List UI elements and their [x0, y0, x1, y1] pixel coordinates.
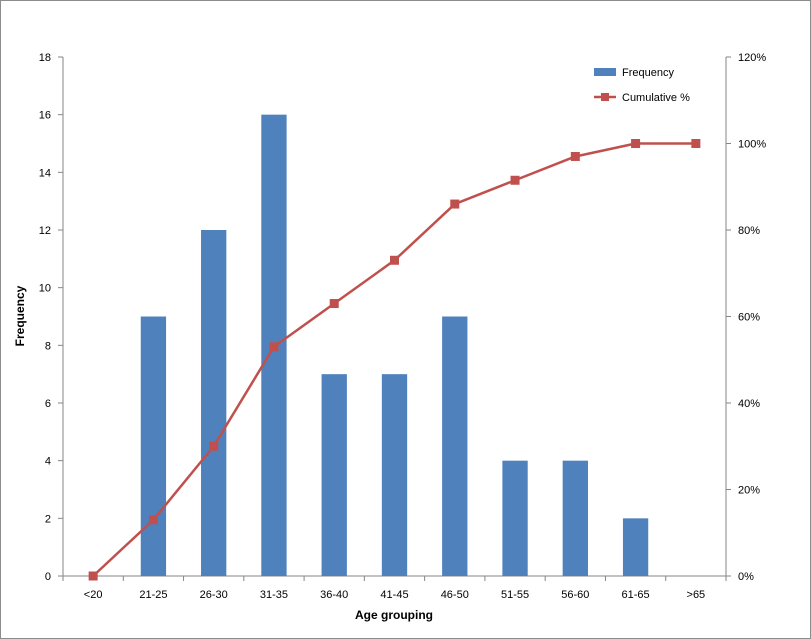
frequency-bar — [562, 460, 588, 576]
y2-tick-label: 20% — [738, 485, 760, 497]
y-tick-label: 8 — [45, 340, 51, 352]
x-tick-label: 56-60 — [561, 589, 589, 601]
frequency-bar — [442, 316, 468, 576]
x-tick-label: 51-55 — [501, 589, 529, 601]
y-tick-label: 18 — [39, 52, 51, 64]
frequency-bar — [502, 460, 528, 576]
legend-label-frequency: Frequency — [622, 67, 674, 79]
x-axis-title: Age grouping — [355, 608, 433, 622]
x-tick-label: 36-40 — [320, 589, 348, 601]
cumulative-marker — [148, 515, 158, 525]
y-axis-title: Frequency — [13, 285, 27, 346]
legend-swatch-cumulative-marker — [601, 93, 609, 101]
frequency-bar — [321, 374, 347, 576]
y2-tick-label: 0% — [738, 571, 754, 583]
x-tick-label: 61-65 — [622, 589, 650, 601]
cumulative-marker — [570, 151, 580, 161]
frequency-bar — [140, 316, 167, 576]
x-tick-label: >65 — [687, 589, 706, 601]
y-tick-label: 0 — [45, 571, 51, 583]
frequency-bar — [622, 518, 649, 576]
frequency-bar — [381, 374, 408, 576]
y2-tick-label: 120% — [738, 52, 766, 64]
legend: Frequency Cumulative % — [594, 67, 690, 104]
cumulative-marker — [329, 299, 339, 309]
cumulative-marker — [450, 199, 460, 209]
cumulative-marker — [390, 255, 399, 265]
cumulative-marker — [631, 139, 641, 148]
y-tick-label: 4 — [45, 456, 51, 468]
x-tick-label: 41-45 — [380, 589, 408, 601]
y-tick-label: 16 — [39, 110, 51, 122]
frequency-bars — [140, 114, 649, 577]
x-tick-label: 46-50 — [441, 589, 469, 601]
cumulative-marker — [691, 139, 701, 148]
axes: 0 2 4 6 8 10 12 14 16 18 0% 20% 40% 60% 80% 100% 120% <20… — [39, 52, 767, 601]
x-tick-label: <20 — [84, 589, 103, 601]
cumulative-marker — [88, 571, 98, 581]
legend-swatch-frequency — [594, 68, 616, 76]
y-tick-label: 12 — [39, 225, 51, 237]
cumulative-line — [88, 139, 701, 581]
legend-label-cumulative: Cumulative % — [622, 92, 690, 104]
y2-tick-label: 60% — [738, 312, 760, 324]
cumulative-marker — [209, 441, 219, 451]
y2-tick-label: 80% — [738, 225, 760, 237]
cumulative-marker — [269, 342, 279, 352]
y-tick-label: 2 — [45, 513, 51, 525]
y-tick-label: 10 — [39, 283, 51, 295]
y-tick-label: 6 — [45, 398, 51, 410]
frequency-bar — [201, 230, 227, 576]
y2-tick-label: 40% — [738, 398, 760, 410]
y-tick-label: 14 — [39, 167, 51, 179]
x-tick-label: 31-35 — [260, 589, 288, 601]
x-tick-label: 21-25 — [139, 589, 167, 601]
y2-tick-label: 100% — [738, 139, 766, 151]
cumulative-marker — [510, 175, 520, 185]
x-tick-label: 26-30 — [200, 589, 228, 601]
